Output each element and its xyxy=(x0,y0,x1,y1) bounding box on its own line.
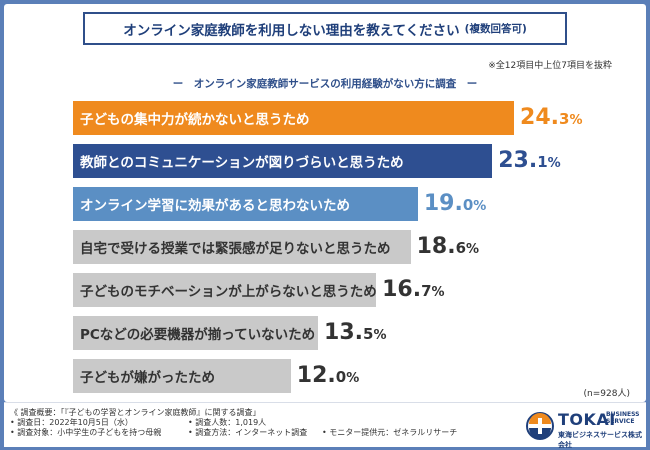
survey-provider: • モニター提供元：ゼネラルリサーチ xyxy=(322,428,458,437)
survey-method: • 調査方法：インターネット調査 xyxy=(188,428,308,437)
bar-4: 自宅で受ける授業では緊張感が足りないと思うため xyxy=(73,230,411,264)
bar-label-7: 子どもが嫌がったため xyxy=(80,370,215,386)
bar-label-2: 教師とのコミュニケーションが図りづらいと思うため xyxy=(80,155,404,171)
bar-value-6: 13. 5% xyxy=(324,320,387,345)
bar-label-1: 子どもの集中力が続かないと思うため xyxy=(80,112,310,128)
sample-size-note: (n=928人) xyxy=(583,389,630,399)
bar-label-4: 自宅で受ける授業では緊張感が足りないと思うため xyxy=(80,241,391,257)
bar-label-6: PCなどの必要機器が揃っていないため xyxy=(80,327,316,343)
bar-3: オンライン学習に効果があると思わないため xyxy=(73,187,418,221)
title-note: (複数回答可) xyxy=(464,23,527,35)
chart-subtitle: ー オンライン家庭教師サービスの利用経験がない方に調査 ー xyxy=(172,78,478,90)
bar-value-7: 12. 0% xyxy=(296,363,360,388)
title-text: オンライン家庭教師を利用しない理由を教えてください xyxy=(123,22,460,39)
bar-value-2: 23. 1% xyxy=(498,148,561,173)
bar-7: 子どもが嫌がったため xyxy=(73,359,291,393)
bar-value-3: 19. 0% xyxy=(423,191,487,216)
survey-count: • 調査人数：1,019人 xyxy=(188,418,267,427)
bar-1: 子どもの集中力が続かないと思うため xyxy=(73,101,515,135)
bar-value-4: 18. 6% xyxy=(416,234,480,259)
logo-business-service: BUSINESS SERVICE xyxy=(606,411,640,425)
bar-value-1: 24. 3% xyxy=(520,105,583,130)
logo-emblem-icon xyxy=(526,412,554,440)
survey-overview: 《 調査概要：「『子どもの学習とオンライン家庭教師』に関する調査」 • 調査日：… xyxy=(10,408,457,438)
logo-sub-text: 東海ビジネスサービス株式会社 xyxy=(558,431,642,449)
bar-value-5: 16. 7% xyxy=(382,277,445,302)
chart-title: オンライン家庭教師を利用しない理由を教えてください (複数回答可) xyxy=(83,12,567,45)
survey-title: 《 調査概要：「『子どもの学習とオンライン家庭教師』に関する調査」 xyxy=(10,408,261,417)
bar-5: 子どものモチベーションが上がらないと思うため xyxy=(73,273,377,307)
bar-label-3: オンライン学習に効果があると思わないため xyxy=(80,198,350,214)
bar-2: 教師とのコミュニケーションが図りづらいと思うため xyxy=(73,144,493,178)
top-note: ※全12項目中上位7項目を抜粋 xyxy=(488,61,612,71)
survey-target: • 調査対象：小中学生の子どもを持つ母親 xyxy=(10,428,162,437)
bar-label-5: 子どものモチベーションが上がらないと思うため xyxy=(80,284,377,300)
logo-main-text: TOKAI xyxy=(558,410,616,429)
bar-6: PCなどの必要機器が揃っていないため xyxy=(73,316,319,350)
company-logo: TOKAI 東海ビジネスサービス株式会社 BUSINESS SERVICE xyxy=(526,410,646,449)
survey-date: • 調査日：2022年10月5日（水） xyxy=(10,418,133,427)
